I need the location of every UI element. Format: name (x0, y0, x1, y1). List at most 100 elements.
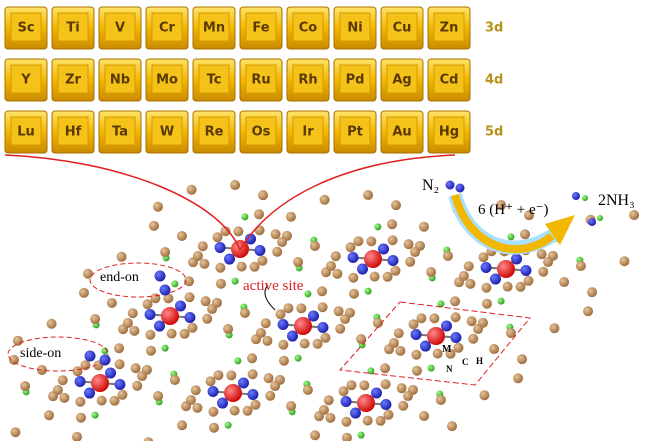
atom (302, 384, 313, 395)
atom (230, 180, 241, 191)
element-symbol: Ta (112, 125, 128, 140)
tile-face (339, 12, 371, 42)
atom (184, 292, 195, 303)
atom (330, 251, 341, 262)
element-symbol: Ru (251, 73, 270, 88)
lattice (8, 180, 640, 441)
atom (207, 386, 219, 397)
atom (453, 342, 464, 353)
atom (75, 412, 86, 423)
atom (160, 247, 171, 258)
atom (116, 251, 127, 262)
atom (420, 340, 431, 352)
atom (335, 323, 346, 334)
atom (468, 333, 479, 344)
reactant: N₂ (422, 177, 439, 194)
atom (463, 261, 474, 272)
atom (524, 210, 535, 221)
atom (411, 365, 422, 376)
atom (75, 396, 86, 407)
tile-face (198, 64, 230, 94)
atom (272, 246, 283, 257)
atom (59, 392, 70, 403)
atom (480, 262, 492, 273)
tile-face (198, 116, 230, 146)
atom (46, 318, 57, 329)
element-symbol: Tc (207, 73, 222, 88)
atom (153, 391, 164, 402)
element-symbol: Fe (252, 21, 269, 36)
atom (234, 357, 242, 365)
atom (150, 293, 161, 304)
atom (549, 323, 560, 334)
atom (466, 316, 477, 327)
atom (214, 242, 226, 253)
element-symbol: Cr (159, 21, 176, 36)
element-symbol: Y (20, 73, 31, 88)
atom (387, 255, 399, 266)
atom (559, 277, 570, 288)
atom (629, 210, 640, 221)
atom (213, 370, 224, 381)
atom (90, 314, 101, 325)
element-symbol: Ir (302, 125, 314, 140)
product: 2NH₃ (598, 192, 635, 209)
atom (233, 226, 244, 237)
atom (364, 287, 372, 295)
atom (285, 211, 296, 222)
atom (229, 405, 240, 416)
atom (137, 371, 148, 382)
atom (129, 325, 140, 336)
atom (294, 317, 312, 335)
atom (403, 239, 414, 250)
row-label: 4d (485, 73, 503, 88)
end-on-ring (89, 262, 187, 298)
atom (208, 406, 219, 417)
atom (220, 226, 231, 237)
atom (44, 410, 55, 421)
end-on-label: end-on (100, 270, 139, 285)
atom (179, 328, 190, 339)
atom (478, 252, 489, 263)
atom (369, 271, 380, 282)
atom (161, 344, 169, 352)
element-symbol: Zr (65, 73, 81, 88)
atom (154, 320, 165, 332)
atom (619, 256, 630, 267)
atom (458, 270, 469, 281)
atom (362, 415, 373, 426)
periodic-table: Sc Ti V Cr Mn Fe Co Ni Cu Zn 3d Y Zr Nb Mo Tc Ru Rh Pd Ag Cd… (4, 6, 503, 154)
element-symbol: Zn (440, 21, 459, 36)
element-symbol: Re (205, 125, 224, 140)
atom (286, 401, 297, 412)
atom (405, 256, 416, 267)
element-symbol: Mo (156, 73, 178, 88)
atom (226, 370, 237, 381)
atom (497, 260, 515, 278)
atom (520, 265, 532, 276)
molecule-atom (99, 354, 111, 366)
atom (187, 322, 198, 333)
atom (171, 280, 179, 288)
tile-face (245, 116, 277, 146)
tile-face (198, 12, 230, 42)
atom (366, 236, 377, 247)
atom (350, 407, 361, 419)
atom (224, 253, 235, 265)
atom (127, 308, 138, 319)
element-symbol: Sc (17, 21, 34, 36)
atom (387, 235, 398, 246)
atom (372, 317, 383, 328)
element-symbol: Ag (392, 73, 411, 88)
atom (247, 369, 258, 380)
atom (114, 379, 126, 390)
atom (309, 240, 320, 251)
atom (247, 353, 258, 364)
atom (490, 273, 501, 285)
atom (357, 431, 365, 439)
atom (341, 432, 352, 441)
atom (71, 431, 82, 441)
tile-face (151, 116, 183, 146)
tile-face (386, 64, 418, 94)
molecule-atom (582, 195, 588, 201)
